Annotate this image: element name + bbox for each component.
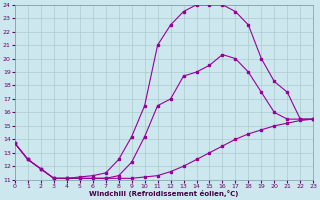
X-axis label: Windchill (Refroidissement éolien,°C): Windchill (Refroidissement éolien,°C) <box>89 190 239 197</box>
